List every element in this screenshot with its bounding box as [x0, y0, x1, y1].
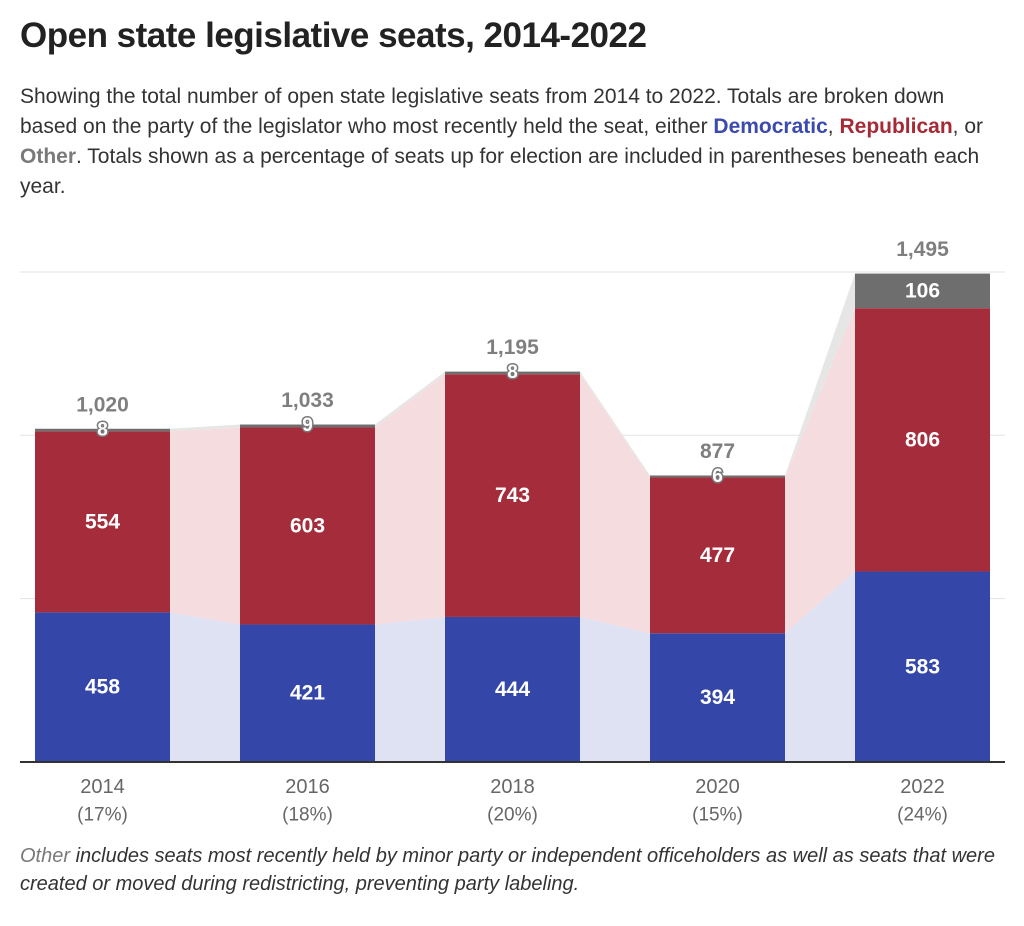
- bar-republican-2022: [855, 308, 990, 572]
- data-label-other-2020: 6: [712, 466, 723, 487]
- data-label-democratic-2014: 458: [85, 676, 120, 699]
- x-tick-sublabel-2018: (20%): [487, 805, 538, 826]
- x-tick-sublabel-2016: (18%): [282, 805, 333, 826]
- x-tick-sublabel-2014: (17%): [77, 805, 128, 826]
- democratic-connector-band: [785, 571, 855, 762]
- total-label-2018: 1,195: [486, 336, 539, 359]
- data-label-democratic-2020: 394: [700, 686, 735, 709]
- other-connector-band: [580, 371, 650, 478]
- democratic-connector-band: [375, 616, 445, 762]
- bar-republican-2014: [35, 431, 170, 613]
- other-connector-band: [170, 424, 240, 432]
- chart-footnote: Other includes seats most recently held …: [20, 842, 1000, 898]
- x-tick-label-2018: 2018: [490, 776, 535, 798]
- bar-democratic-2018: [445, 616, 580, 762]
- legend-other: Other: [20, 145, 77, 168]
- bar-republican-2020: [650, 477, 785, 634]
- data-label-republican-2016: 603: [290, 514, 325, 537]
- republican-connector-band: [785, 308, 855, 634]
- democratic-connector-band: [170, 612, 240, 762]
- data-label-other-2016: 9: [302, 415, 313, 436]
- other-connector-band: [785, 273, 855, 478]
- data-label-other-2018: 8: [507, 362, 518, 383]
- x-tick-sublabel-2022: (24%): [897, 805, 948, 826]
- data-label-republican-2014: 554: [85, 510, 120, 533]
- subtitle-text-after: . Totals shown as a percentage of seats …: [20, 145, 980, 198]
- subtitle-comma: ,: [827, 115, 840, 138]
- bar-democratic-2022: [855, 571, 990, 762]
- data-label-democratic-2022: 583: [905, 655, 940, 678]
- data-label-republican-2022: 806: [905, 428, 940, 451]
- data-label-other-2022: 106: [905, 279, 940, 302]
- republican-connector-band: [580, 374, 650, 634]
- x-tick-label-2022: 2022: [900, 776, 945, 798]
- data-label-republican-2018: 743: [495, 484, 530, 507]
- legend-republican: Republican: [839, 115, 953, 138]
- bar-other-2022: [855, 273, 990, 309]
- subtitle-or: , or: [952, 115, 983, 138]
- republican-connector-band: [170, 427, 240, 625]
- bar-other-2016: [240, 424, 375, 428]
- total-label-2020: 877: [700, 440, 735, 463]
- data-label-republican-2020: 477: [700, 544, 735, 567]
- democratic-connector-band: [580, 616, 650, 762]
- bar-other-2014: [35, 428, 170, 432]
- data-label-other-2014: 8: [97, 419, 108, 440]
- bar-democratic-2014: [35, 612, 170, 762]
- footnote-other: Other: [20, 845, 71, 867]
- x-tick-label-2014: 2014: [80, 776, 125, 798]
- x-tick-label-2016: 2016: [285, 776, 330, 798]
- stacked-bar-chart: 458 554 8 1,020 2014 (17%) 421 603 9 1,033 2016 (18…: [20, 238, 1005, 826]
- data-label-democratic-2016: 421: [290, 682, 325, 705]
- republican-connector-band: [375, 374, 445, 625]
- total-label-2016: 1,033: [281, 389, 334, 412]
- total-label-2022: 1,495: [896, 238, 949, 261]
- x-tick-label-2020: 2020: [695, 776, 740, 798]
- bar-republican-2016: [240, 427, 375, 625]
- chart-subtitle: Showing the total number of open state l…: [20, 82, 1005, 202]
- bar-other-2018: [445, 371, 580, 375]
- subtitle-text-before: Showing the total number of open state l…: [20, 85, 945, 138]
- bar-republican-2018: [445, 374, 580, 617]
- x-tick-sublabel-2020: (15%): [692, 805, 743, 826]
- bar-democratic-2016: [240, 624, 375, 762]
- total-label-2014: 1,020: [76, 393, 129, 416]
- footnote-text: includes seats most recently held by min…: [20, 845, 995, 895]
- legend-democratic: Democratic: [713, 115, 828, 138]
- bar-other-2020: [650, 475, 785, 478]
- chart-title: Open state legislative seats, 2014-2022: [20, 16, 647, 55]
- other-connector-band: [375, 371, 445, 428]
- data-label-democratic-2018: 444: [495, 678, 530, 701]
- bar-democratic-2020: [650, 633, 785, 762]
